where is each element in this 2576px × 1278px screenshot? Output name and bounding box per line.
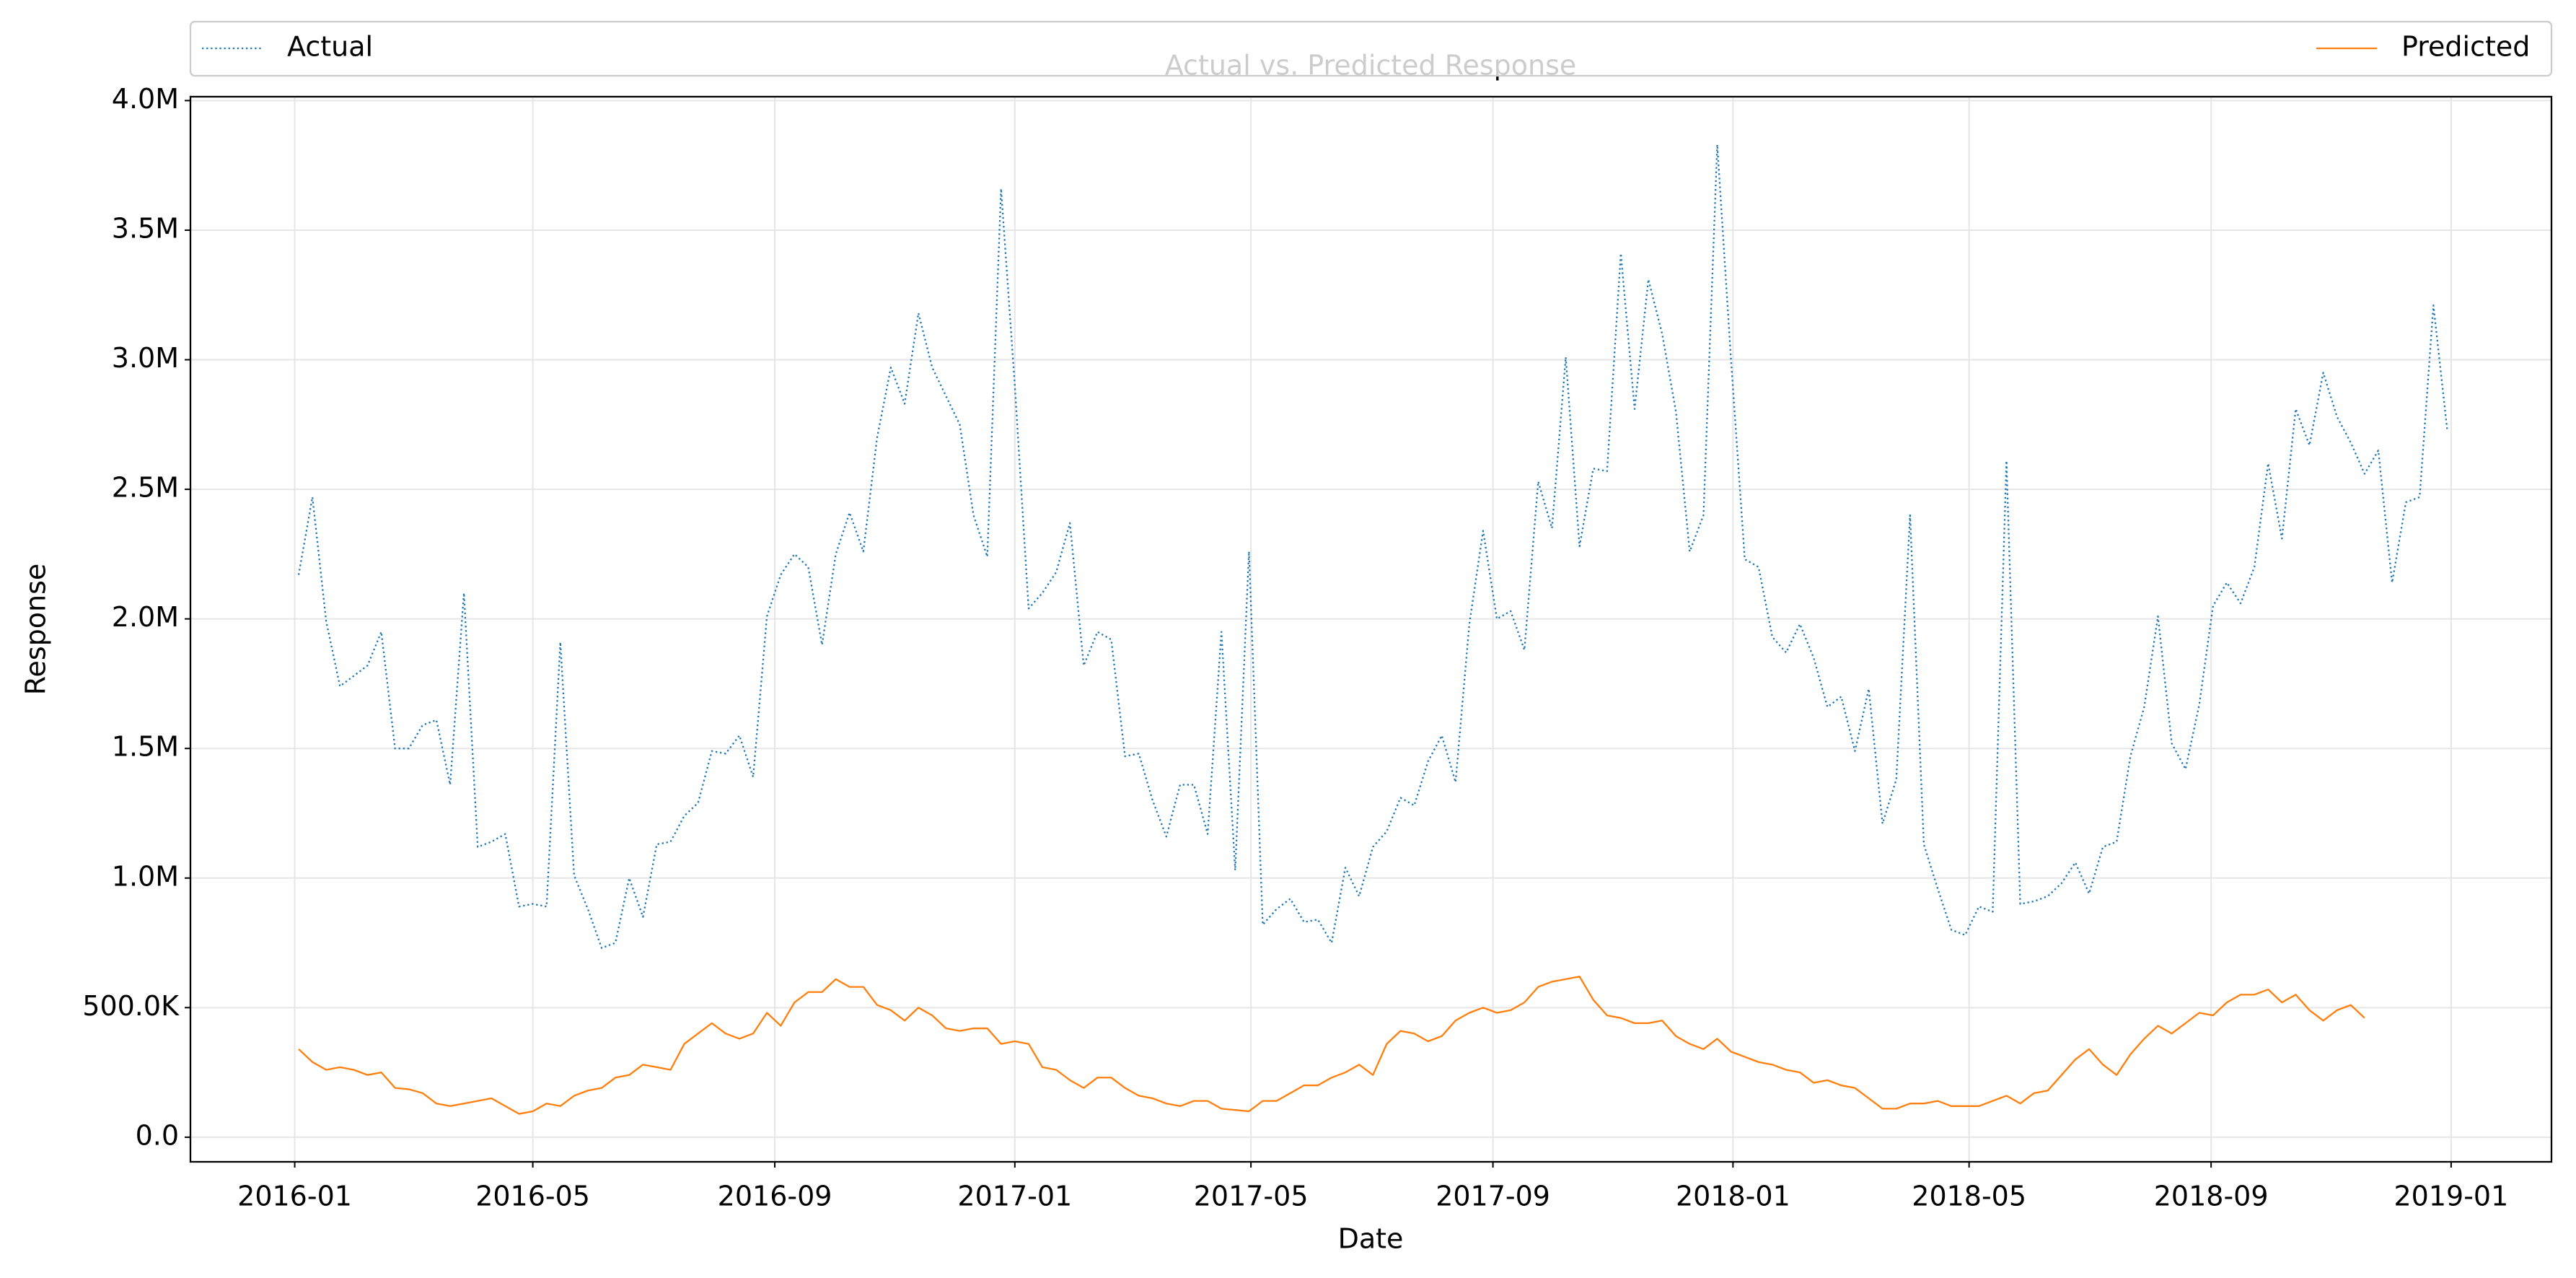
x-tick-label: 2017-01 [957,1181,1072,1212]
y-tick-label: 2.0M [112,601,179,633]
plot-frame [189,95,2553,1163]
x-tick-label: 2018-09 [2154,1181,2269,1212]
y-tick-label: 2.5M [112,472,179,504]
y-tick-label: 1.0M [112,860,179,892]
x-tick-label: 2018-01 [1676,1181,1790,1212]
x-tick-label: 2016-05 [475,1181,590,1212]
y-tick-label: 3.5M [112,212,179,244]
x-axis-label: Date [1338,1223,1404,1255]
data-line [298,976,2365,1115]
legend-label: Predicted [2401,31,2530,63]
legend: Actual Predicted [189,20,2553,77]
y-axis-label: Response [20,564,52,696]
x-tick-label: 2016-01 [237,1181,352,1212]
x-tick-label: 2019-01 [2394,1181,2509,1212]
y-tick-label: 1.5M [112,731,179,763]
y-tick-label: 4.0M [112,83,179,115]
x-tick-label: 2018-05 [1912,1181,2026,1212]
y-tick-label: 500.0K [82,990,180,1022]
y-tick-label: 3.0M [112,342,179,374]
data-line [297,144,2448,949]
legend-label: Actual [287,31,373,63]
x-tick-label: 2017-05 [1194,1181,1309,1212]
x-tick-label: 2017-09 [1436,1181,1550,1212]
y-tick-label: 0.0 [136,1119,179,1151]
legend-box [189,20,2553,77]
x-tick-label: 2016-09 [718,1181,832,1212]
